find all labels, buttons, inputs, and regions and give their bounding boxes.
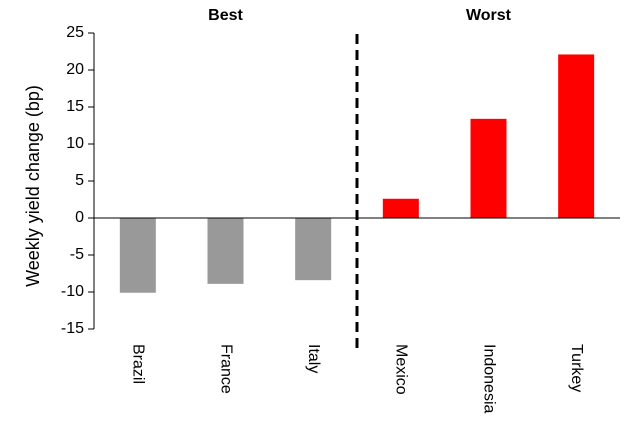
category-labels: Brazil France Italy Mexico Indonesia Turkey [130, 344, 585, 413]
bar-italy [295, 218, 332, 281]
y-tick-label: 25 [66, 24, 84, 41]
bar-indonesia [470, 118, 507, 218]
group-label-best: Best [208, 7, 243, 24]
y-tick-label: -10 [61, 283, 84, 300]
bar-mexico [382, 198, 419, 218]
y-tick-label: 0 [75, 209, 84, 226]
group-label-worst: Worst [466, 7, 512, 24]
category-label-italy: Italy [305, 344, 322, 373]
bar-france [207, 218, 244, 284]
bar-brazil [119, 218, 156, 293]
y-tick-label: 5 [75, 172, 84, 189]
y-tick-label: -15 [61, 320, 84, 337]
bar-turkey [558, 54, 595, 219]
category-label-brazil: Brazil [130, 344, 147, 384]
group-labels: Best Worst [208, 7, 512, 24]
y-axis-title: Weekly yield change (bp) [23, 85, 43, 287]
category-label-mexico: Mexico [393, 344, 410, 395]
y-tick-label: 10 [66, 135, 84, 152]
y-tick-label: 15 [66, 98, 84, 115]
bars [119, 54, 595, 293]
category-label-france: France [217, 344, 234, 394]
category-label-turkey: Turkey [568, 344, 585, 392]
y-tick-label: 20 [66, 61, 84, 78]
y-tick-label: -5 [70, 246, 84, 263]
category-label-indonesia: Indonesia [480, 344, 497, 413]
y-axis-ticks: 25 20 15 10 5 0 -5 -10 -15 [61, 24, 94, 337]
